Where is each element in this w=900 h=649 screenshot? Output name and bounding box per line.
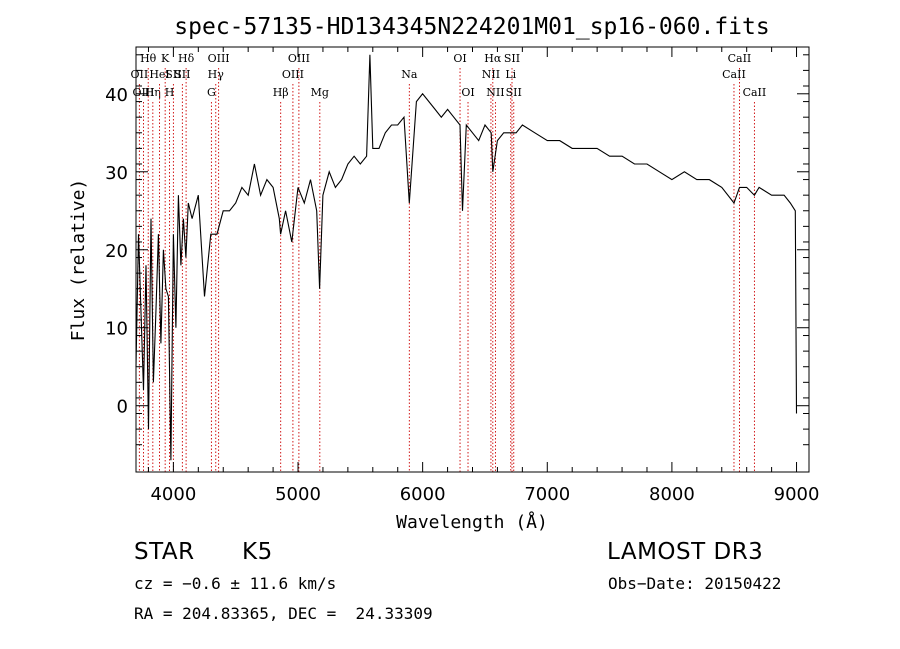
x-tick-label: 9000 xyxy=(774,484,820,505)
line-marker-label: CaII xyxy=(743,86,767,99)
x-tick-label: 7000 xyxy=(524,484,570,505)
redshift-cz: cz = −0.6 ± 11.6 km/s xyxy=(134,574,337,593)
x-axis-label: Wavelength (Å) xyxy=(396,511,548,533)
line-marker-label: OI xyxy=(453,52,466,65)
y-tick-label: 30 xyxy=(105,163,128,184)
line-marker-label: SII xyxy=(506,86,522,99)
x-tick-label: 8000 xyxy=(649,484,695,505)
line-marker-label: SII xyxy=(174,68,190,81)
line-marker-label: OIII xyxy=(132,86,154,99)
line-marker-label: SII xyxy=(165,68,181,81)
line-marker-label: NII xyxy=(482,68,500,81)
line-marker-label: Hβ xyxy=(273,86,289,99)
line-marker-label: Hδ xyxy=(178,52,195,65)
y-axis-label: Flux (relative) xyxy=(68,179,89,342)
line-marker-label: K xyxy=(161,52,170,65)
object-class: STAR xyxy=(134,539,195,565)
line-marker-label: OI xyxy=(461,86,474,99)
y-tick-label: 20 xyxy=(105,241,128,262)
line-marker-label: SII xyxy=(504,52,520,65)
line-marker-label: H xyxy=(165,86,175,99)
y-tick-label: 0 xyxy=(117,397,128,418)
x-axis: 4000 5000 6000 7000 8000 9000 xyxy=(147,47,820,505)
line-marker-label: G xyxy=(207,86,216,99)
y-tick-label: 40 xyxy=(105,85,128,106)
line-marker-label: NII xyxy=(486,86,504,99)
line-marker-label: OIII xyxy=(288,52,310,65)
y-tick-label: 10 xyxy=(105,319,128,340)
coordinates: RA = 204.83365, DEC = 24.33309 xyxy=(134,604,433,623)
line-marker-label: Hα xyxy=(484,52,502,65)
line-marker-label: Mg xyxy=(311,86,329,99)
line-marker-label: OIII xyxy=(208,52,230,65)
plot-frame xyxy=(135,46,810,473)
y-axis: 0 10 20 30 40 xyxy=(105,54,809,446)
spectrum-line xyxy=(135,54,798,461)
chart-title: spec-57135-HD134345N224201M01_sp16-060.f… xyxy=(174,14,769,40)
line-marker-label: HeI xyxy=(149,68,169,81)
line-marker-label: Li xyxy=(505,68,516,81)
survey-name: LAMOST DR3 xyxy=(607,539,764,565)
x-tick-label: 4000 xyxy=(150,484,196,505)
x-tick-label: 6000 xyxy=(400,484,446,505)
line-marker-label: Hη xyxy=(145,86,161,99)
line-marker-label: Hθ xyxy=(140,52,157,65)
line-marker-label: CaII xyxy=(728,52,752,65)
line-marker-label: OIII xyxy=(282,68,304,81)
observation-date: Obs−Date: 20150422 xyxy=(608,574,782,593)
line-marker-label: Hγ xyxy=(208,68,225,81)
line-marker-label: Na xyxy=(401,68,418,81)
line-marker-label: OII xyxy=(131,68,149,81)
object-subclass: K5 xyxy=(242,539,273,565)
x-tick-label: 5000 xyxy=(275,484,321,505)
line-marker-label: CaII xyxy=(722,68,746,81)
